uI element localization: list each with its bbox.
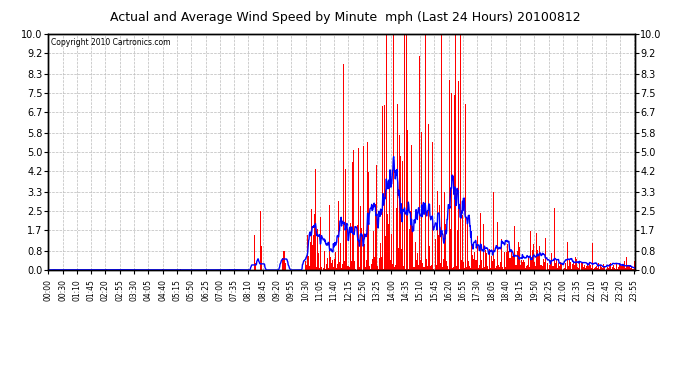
Text: Copyright 2010 Cartronics.com: Copyright 2010 Cartronics.com (51, 39, 170, 48)
Text: Actual and Average Wind Speed by Minute  mph (Last 24 Hours) 20100812: Actual and Average Wind Speed by Minute … (110, 11, 580, 24)
